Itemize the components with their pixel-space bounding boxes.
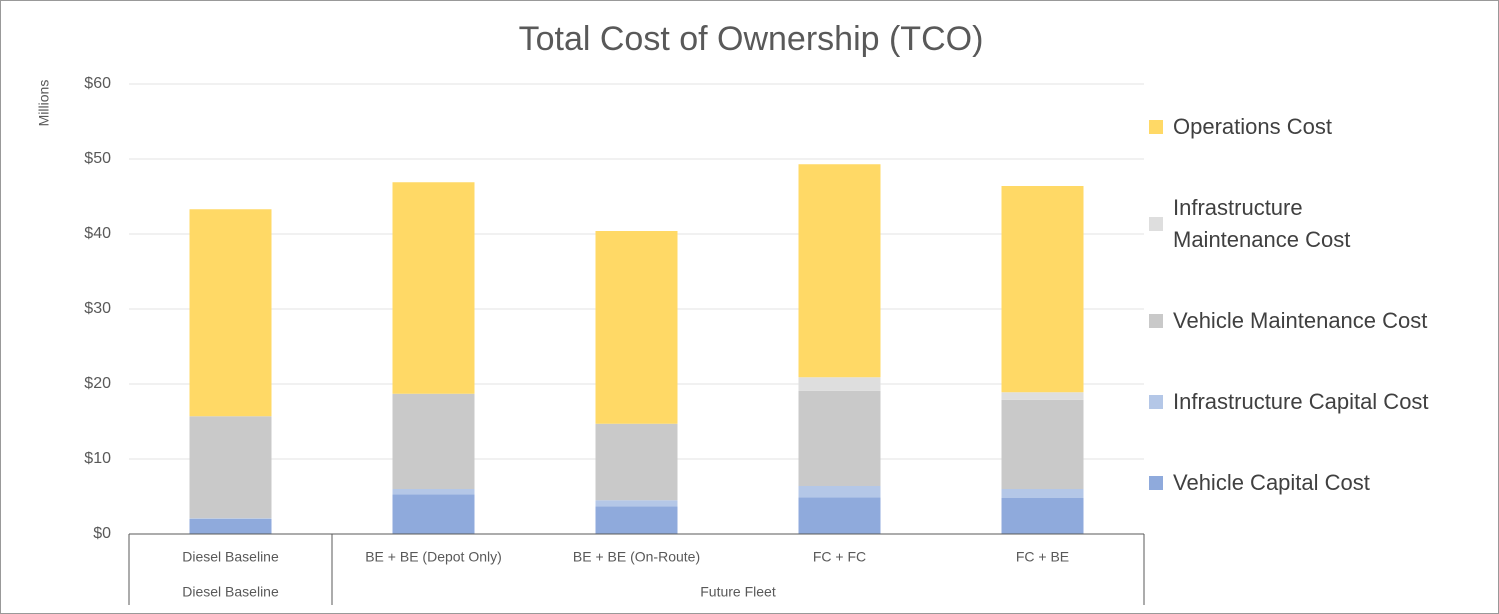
bar-segment [189, 209, 272, 417]
legend-label: Infrastructure Capital Cost [1173, 388, 1429, 414]
bar-segment [189, 519, 272, 534]
bar-segment [1001, 399, 1084, 489]
legend-item: Infrastructure Maintenance Cost [1149, 192, 1489, 256]
group-label: Future Fleet [700, 584, 776, 600]
legend-swatch [1149, 394, 1163, 409]
bar-segment [798, 390, 881, 486]
x-tick-label: BE + BE (On-Route) [573, 549, 700, 565]
y-tick-label: $10 [84, 450, 111, 467]
chart-title: Total Cost of Ownership (TCO) [519, 20, 984, 58]
y-tick-label: $40 [84, 225, 111, 242]
legend-item: Operations Cost [1149, 111, 1489, 143]
legend-item: Infrastructure Capital Cost [1149, 386, 1489, 418]
legend-swatch [1149, 217, 1163, 232]
bar-segment [392, 489, 475, 495]
bar-segment [798, 164, 881, 378]
y-tick-label: $60 [84, 75, 111, 92]
y-tick-label: $20 [84, 375, 111, 392]
bar-segment [1001, 392, 1084, 400]
bar-segment [1001, 498, 1084, 534]
legend-swatch [1149, 120, 1163, 135]
x-tick-label: Diesel Baseline [182, 549, 279, 565]
y-axis-label: Millions [36, 80, 52, 127]
y-tick-label: $0 [93, 525, 111, 542]
bar-segment [595, 423, 678, 501]
bar-segment [392, 182, 475, 394]
bar-segment [595, 500, 678, 507]
legend: Operations Cost Infrastructure Maintenanc… [1149, 87, 1489, 523]
bar-segment [392, 393, 475, 489]
bar-segment [595, 506, 678, 534]
bar-segment [595, 231, 678, 424]
legend-item: Vehicle Capital Cost [1149, 467, 1489, 499]
y-tick-label: $30 [84, 300, 111, 317]
x-tick-label: BE + BE (Depot Only) [365, 549, 502, 565]
bar-segment [189, 518, 272, 519]
legend-swatch [1149, 475, 1163, 490]
bar-segment [798, 497, 881, 534]
x-tick-label: FC + FC [813, 549, 866, 565]
legend-label: Vehicle Capital Cost [1173, 469, 1370, 495]
group-label: Diesel Baseline [182, 584, 279, 600]
x-tick-label: FC + BE [1016, 549, 1069, 565]
legend-label: Vehicle Maintenance Cost [1173, 307, 1428, 333]
bar-segment [392, 494, 475, 534]
bar-segment [1001, 186, 1084, 393]
legend-item: Vehicle Maintenance Cost [1149, 305, 1489, 337]
legend-swatch [1149, 313, 1163, 328]
bar-segment [1001, 489, 1084, 498]
y-tick-label: $50 [84, 150, 111, 167]
legend-label: Infrastructure Maintenance Cost [1173, 195, 1351, 253]
bar-segment [189, 416, 272, 519]
legend-label: Operations Cost [1173, 114, 1332, 140]
bar-segment [798, 486, 881, 498]
bar-segment [798, 377, 881, 391]
